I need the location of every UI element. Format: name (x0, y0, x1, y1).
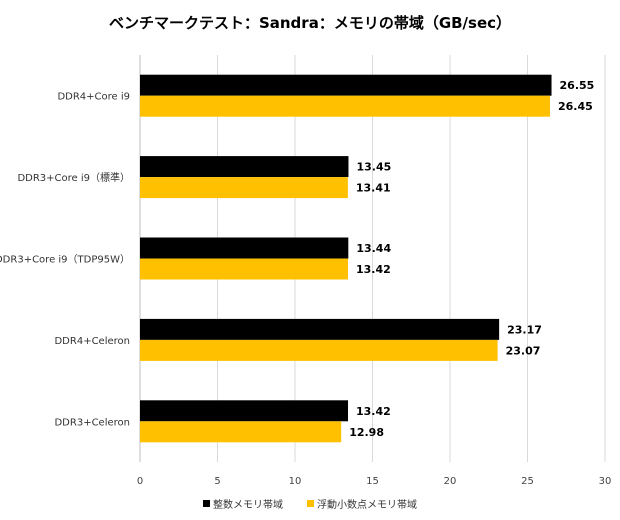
bar-series-1-0 (140, 95, 550, 117)
x-tick-label: 0 (137, 476, 143, 487)
data-label: 13.42 (356, 405, 391, 418)
legend-swatch-0 (203, 500, 210, 507)
bar-series-1-4 (140, 421, 342, 443)
bar-series-0-3 (140, 318, 500, 340)
category-label: DDR3+Core i9（TDP95W） (0, 254, 130, 266)
x-tick-label: 5 (214, 476, 220, 487)
data-label: 26.45 (558, 100, 593, 113)
x-axis-ticks: 0 5 10 15 20 25 30 (137, 476, 612, 487)
bar-series-0-4 (140, 400, 349, 422)
bars: 26.55 26.45 13.45 13.41 13.44 13.42 23.17 23.07… (140, 74, 595, 443)
legend: 整数メモリ帯域 浮動小数点メモリ帯域 (203, 498, 417, 511)
data-label: 13.42 (356, 263, 391, 276)
chart-title: ベンチマークテスト：Sandra：メモリの帯域（GB/sec） (109, 14, 511, 32)
data-label: 13.41 (356, 182, 391, 195)
data-label: 13.45 (356, 161, 391, 174)
bar-series-1-1 (140, 177, 348, 199)
bar-series-0-1 (140, 156, 349, 178)
data-label: 26.55 (560, 79, 595, 92)
data-label: 23.17 (507, 323, 542, 336)
data-label: 12.98 (349, 426, 384, 439)
bar-series-1-3 (140, 339, 498, 361)
x-tick-label: 25 (521, 476, 534, 487)
bar-series-1-2 (140, 258, 349, 280)
legend-label: 浮動小数点メモリ帯域 (317, 498, 417, 511)
legend-label: 整数メモリ帯域 (213, 498, 283, 511)
legend-swatch-1 (307, 500, 314, 507)
x-tick-label: 20 (444, 476, 457, 487)
category-label: DDR4+Celeron (54, 336, 130, 347)
category-labels: DDR4+Core i9 DDR3+Core i9（標準） DDR3+Core i9… (0, 92, 130, 429)
category-label: DDR3+Core i9（標準） (17, 171, 130, 184)
x-tick-label: 30 (599, 476, 612, 487)
bar-series-0-2 (140, 237, 349, 259)
category-label: DDR3+Celeron (54, 417, 130, 428)
x-tick-label: 15 (366, 476, 379, 487)
x-tick-label: 10 (289, 476, 302, 487)
data-label: 23.07 (506, 344, 541, 357)
data-label: 13.44 (356, 242, 391, 255)
category-label: DDR4+Core i9 (57, 92, 130, 103)
bar-series-0-0 (140, 74, 552, 96)
